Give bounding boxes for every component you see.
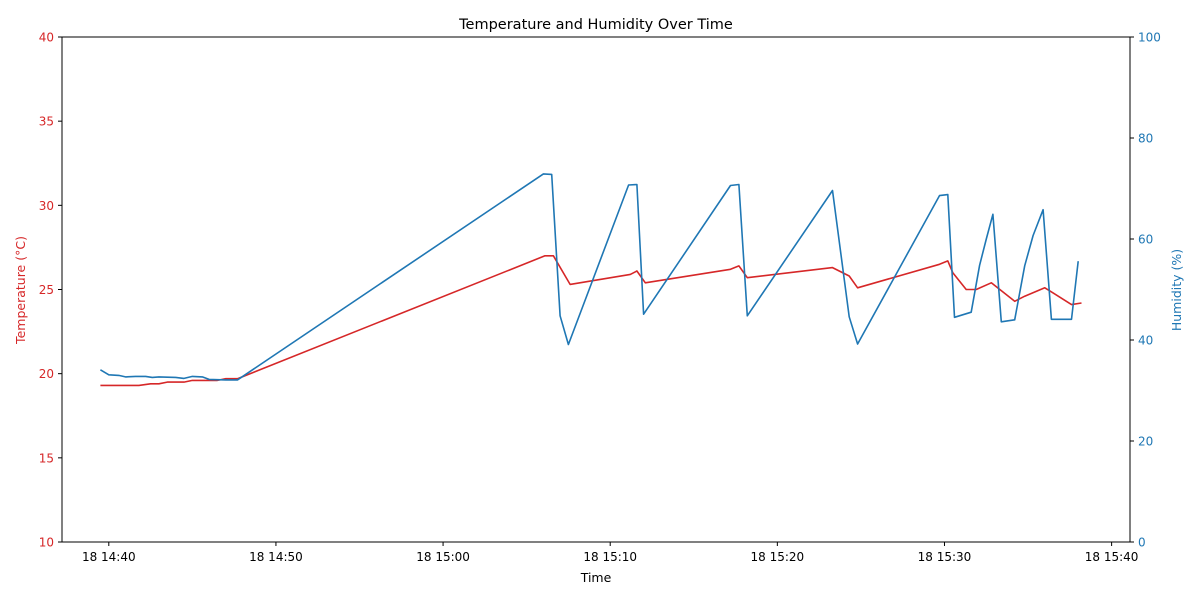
y-right-tick-label: 20: [1138, 435, 1153, 449]
y-right-tick-label: 0: [1138, 536, 1146, 550]
series-layer: [99, 173, 1082, 387]
y-left-tick-label: 10: [39, 536, 54, 550]
x-tick-label: 18 15:30: [918, 550, 972, 564]
y-left-tick-label: 30: [39, 199, 54, 213]
chart-title: Temperature and Humidity Over Time: [458, 17, 733, 33]
y-axis-label-humidity: Humidity (%): [1169, 249, 1184, 331]
y-left-tick-label: 25: [39, 283, 54, 297]
y-left-tick-label: 20: [39, 367, 54, 381]
x-axis: 18 14:40 18 14:50 18 15:00 18 15:10 18 15:20…: [82, 542, 1138, 564]
y-left-tick-label: 15: [39, 451, 54, 465]
humidity-line: [99, 173, 1079, 381]
y-right-tick-label: 100: [1138, 31, 1161, 45]
y-axis-label-temperature: Temperature (°C): [13, 236, 28, 345]
y-right-tick-label: 60: [1138, 233, 1153, 247]
x-tick-label: 18 15:40: [1085, 550, 1139, 564]
plot-frame: [61, 36, 1131, 543]
x-tick-label: 18 14:50: [249, 550, 303, 564]
y-axis-temperature: 10 15 20 25 30 35 40: [39, 31, 62, 550]
x-tick-label: 18 15:00: [416, 550, 470, 564]
temperature-line: [100, 255, 1082, 387]
y-left-tick-label: 35: [39, 115, 54, 129]
y-axis-humidity: 0 20 40 60 80 100: [1130, 31, 1161, 550]
y-right-tick-label: 80: [1138, 132, 1153, 146]
x-tick-label: 18 14:40: [82, 550, 136, 564]
x-tick-label: 18 15:20: [751, 550, 805, 564]
x-axis-label: Time: [580, 570, 612, 585]
x-tick-label: 18 15:10: [583, 550, 637, 564]
y-left-tick-label: 40: [39, 31, 54, 45]
y-right-tick-label: 40: [1138, 334, 1153, 348]
